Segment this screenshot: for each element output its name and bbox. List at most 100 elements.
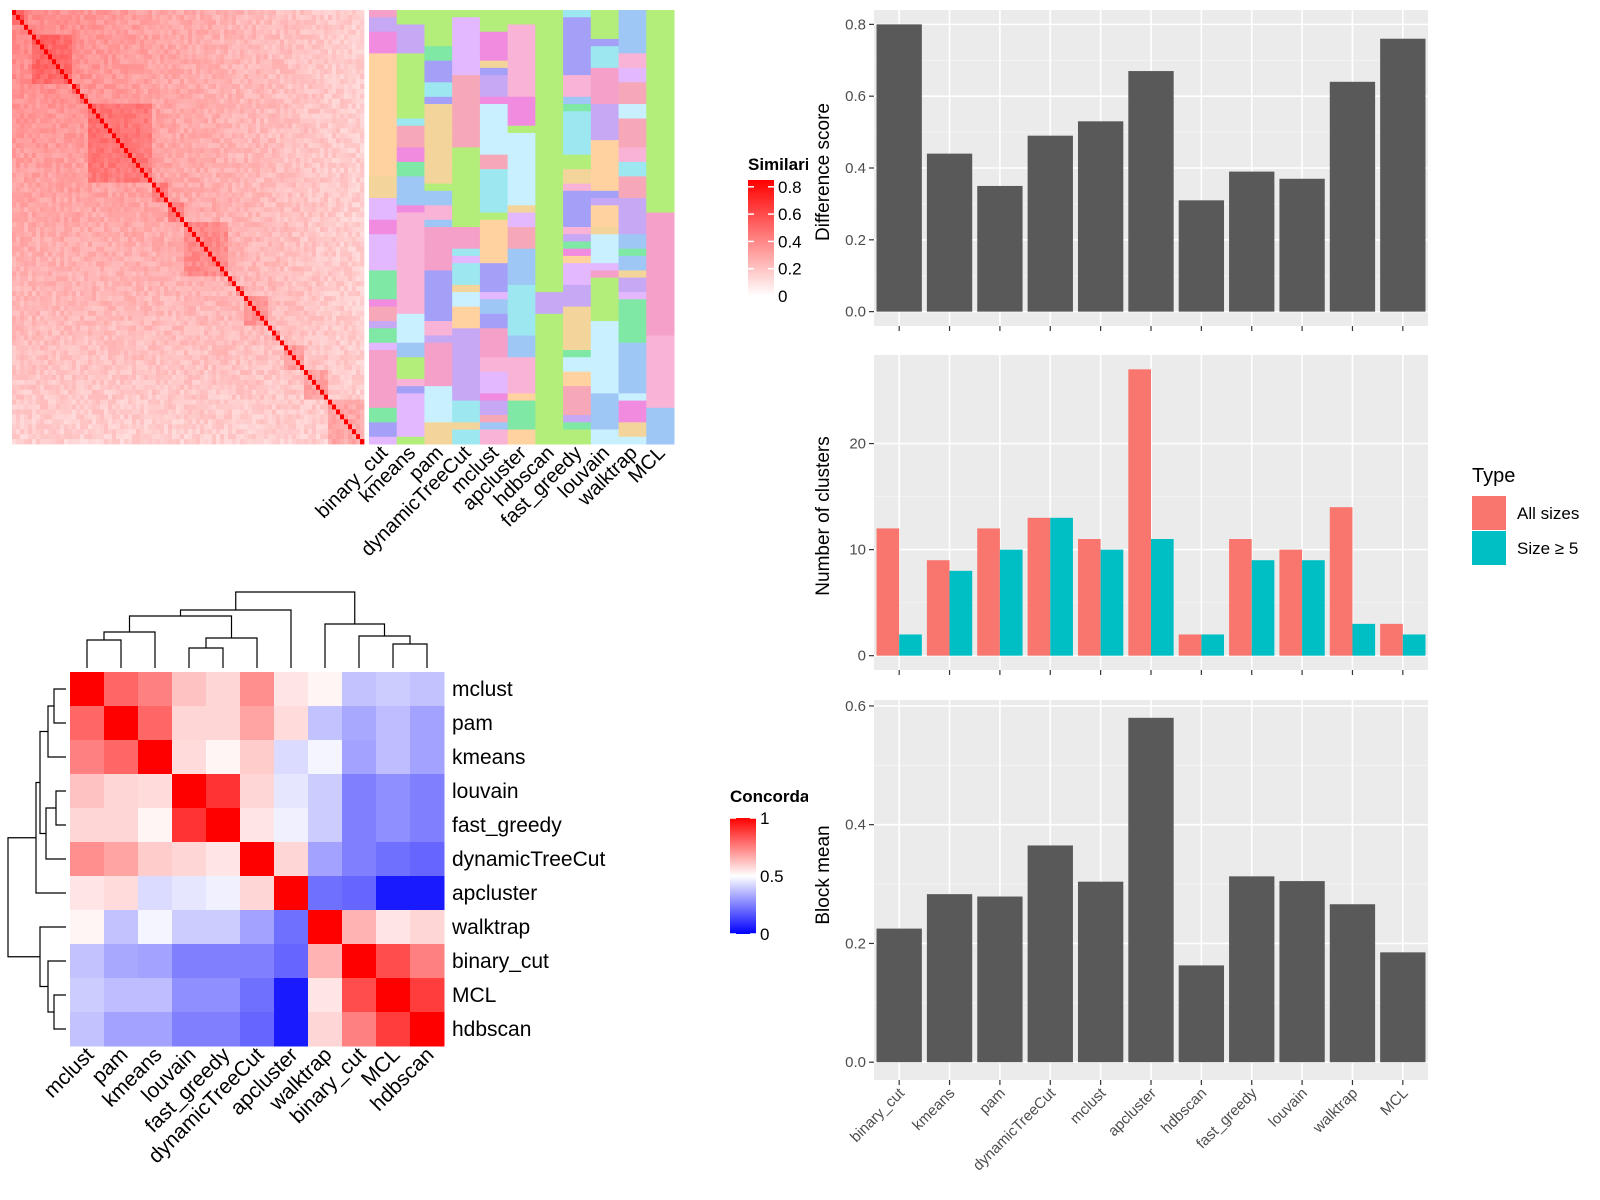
similarity-cell (196, 29, 201, 36)
similarity-cell (348, 49, 353, 55)
similarity-cell (84, 276, 89, 282)
similarity-cell (32, 256, 37, 262)
similarity-cell (64, 49, 69, 55)
similarity-cell (176, 108, 181, 114)
similarity-cell (232, 44, 237, 50)
similarity-cell (316, 113, 321, 119)
similarity-cell (352, 172, 357, 179)
similarity-cell (64, 44, 69, 50)
similarity-cell (20, 59, 25, 65)
similarity-cell (172, 49, 177, 55)
similarity-cell (124, 83, 129, 90)
similarity-cell (192, 187, 197, 193)
similarity-cell (352, 103, 357, 110)
similarity-cell (340, 29, 345, 36)
similarity-cell (116, 256, 121, 262)
similarity-cell (256, 162, 261, 169)
similarity-cell (288, 246, 293, 253)
similarity-cell (296, 93, 301, 100)
similarity-cell (44, 54, 49, 60)
similarity-cell (272, 98, 277, 105)
similarity-cell (36, 251, 41, 257)
similarity-cell (148, 172, 153, 179)
similarity-cell (336, 29, 341, 36)
similarity-cell (124, 241, 129, 248)
similarity-cell (260, 212, 265, 218)
similarity-cell (60, 143, 65, 149)
similarity-cell (244, 74, 249, 80)
similarity-cell (196, 108, 201, 114)
similarity-cell (300, 14, 305, 21)
similarity-cell (156, 29, 161, 36)
similarity-cell (188, 167, 193, 174)
similarity-cell (24, 251, 29, 257)
similarity-cell (300, 227, 305, 233)
similarity-cell (124, 88, 129, 95)
similarity-cell (92, 34, 97, 40)
similarity-cell (148, 281, 153, 287)
similarity-cell (336, 241, 341, 248)
similarity-cell (172, 231, 177, 238)
similarity-cell (292, 118, 297, 124)
similarity-cell (140, 217, 145, 223)
similarity-cell (56, 276, 61, 282)
similarity-cell (224, 172, 229, 179)
similarity-cell (284, 49, 289, 55)
similarity-cell (268, 217, 273, 223)
similarity-cell (260, 118, 265, 124)
similarity-cell (196, 128, 201, 134)
similarity-cell (200, 118, 205, 124)
similarity-cell (208, 14, 213, 21)
similarity-cell (100, 182, 105, 188)
similarity-cell (304, 14, 309, 21)
similarity-cell (268, 88, 273, 95)
similarity-cell (280, 271, 285, 277)
similarity-cell (176, 143, 181, 149)
similarity-cell (212, 167, 217, 174)
similarity-cell (76, 24, 81, 31)
similarity-cell (212, 172, 217, 179)
similarity-cell (192, 227, 197, 233)
similarity-cell (308, 251, 313, 257)
similarity-cell (256, 69, 261, 75)
similarity-cell (156, 286, 161, 292)
similarity-cell (176, 167, 181, 174)
similarity-cell (16, 118, 21, 124)
similarity-cell (276, 118, 281, 124)
similarity-cell (36, 123, 41, 129)
similarity-cell (316, 44, 321, 50)
similarity-cell (264, 177, 269, 184)
similarity-cell (328, 261, 333, 267)
similarity-cell (44, 39, 49, 45)
similarity-cell (20, 34, 25, 40)
similarity-cell (96, 227, 101, 233)
similarity-cell (96, 123, 101, 129)
similarity-cell (276, 241, 281, 248)
similarity-cell (344, 172, 349, 179)
similarity-cell (280, 167, 285, 174)
similarity-cell (284, 192, 289, 198)
similarity-cell (248, 29, 253, 36)
similarity-cell (40, 197, 45, 203)
similarity-cell (48, 29, 53, 36)
similarity-cell (212, 98, 217, 105)
similarity-cell (248, 227, 253, 233)
similarity-cell (92, 39, 97, 45)
similarity-cell (312, 241, 317, 248)
similarity-cell (60, 167, 65, 174)
similarity-cell (88, 167, 93, 174)
similarity-cell (60, 138, 65, 144)
similarity-cell (172, 182, 177, 188)
similarity-cell (32, 271, 37, 277)
similarity-cell (180, 93, 185, 100)
similarity-cell (20, 286, 25, 292)
similarity-cell (48, 202, 53, 208)
similarity-cell (116, 93, 121, 100)
similarity-cell (168, 157, 173, 164)
similarity-cell (320, 241, 325, 248)
similarity-cell (104, 256, 109, 262)
similarity-cell (284, 281, 289, 287)
similarity-cell (12, 118, 17, 124)
similarity-cell (48, 187, 53, 193)
similarity-cell (340, 217, 345, 223)
